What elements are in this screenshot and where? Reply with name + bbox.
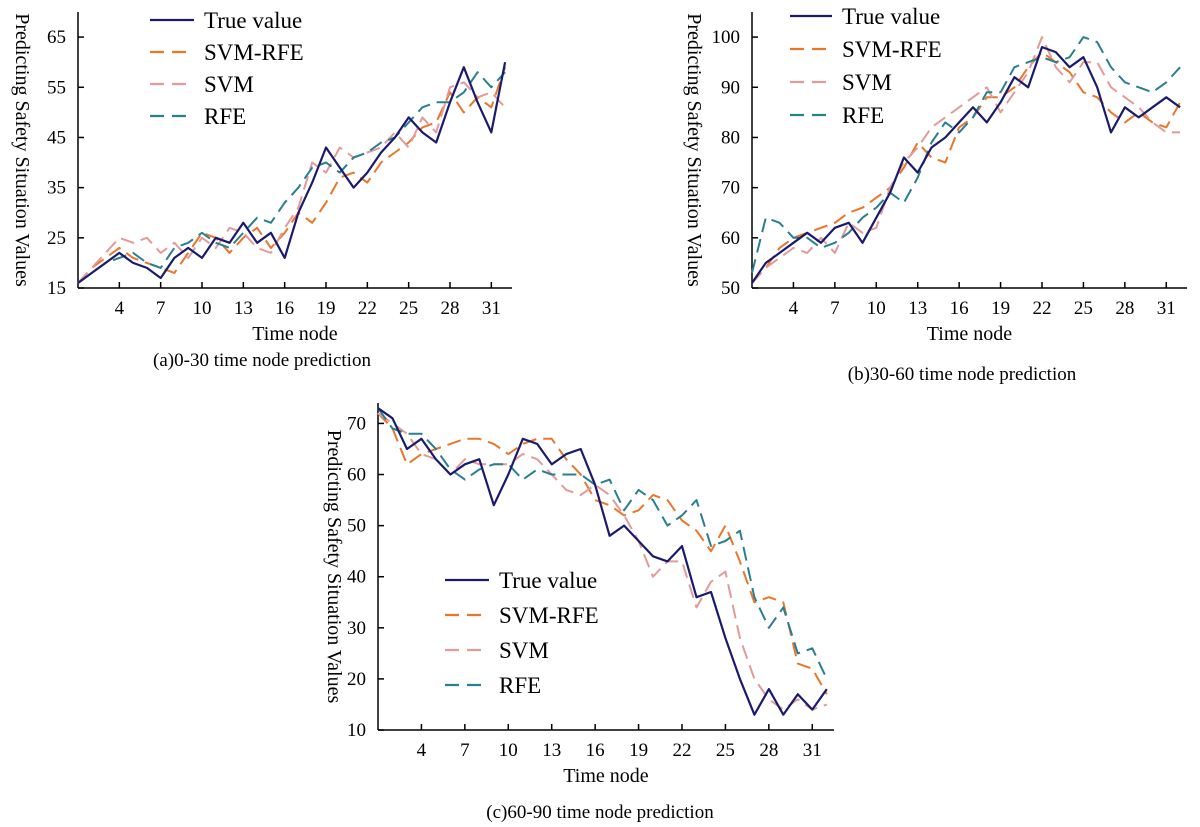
- y-tick-label: 100: [712, 27, 741, 48]
- x-tick-label: 19: [991, 298, 1010, 319]
- x-tick-label: 28: [759, 740, 778, 761]
- series-line-svm: [751, 36, 1181, 284]
- y-tick-label: 40: [347, 567, 366, 588]
- x-tick-label: 7: [156, 298, 166, 319]
- legend-label: SVM-RFE: [204, 40, 304, 65]
- x-tick-label: 16: [950, 298, 969, 319]
- legend-label: SVM: [842, 70, 892, 95]
- y-tick-label: 65: [47, 27, 66, 48]
- y-axis-title: Predicting Safety Situation Values: [323, 430, 345, 704]
- x-tick-label: 31: [482, 298, 501, 319]
- series-line-rfe: [377, 407, 828, 680]
- series-line-svm-rfe: [377, 412, 828, 695]
- legend: True value SVM-RFE SVM RFE: [445, 568, 599, 698]
- chart-caption: (c)60-90 time node prediction: [486, 802, 714, 823]
- x-tick-label: 16: [586, 740, 605, 761]
- series-line-true-value: [377, 407, 828, 716]
- y-tick-label: 50: [721, 278, 740, 299]
- series-line-svm-rfe: [77, 66, 507, 284]
- legend-label: SVM: [499, 638, 549, 663]
- legend-label: RFE: [204, 104, 246, 129]
- y-tick-label: 15: [47, 278, 66, 299]
- x-tick-label: 25: [399, 298, 418, 319]
- x-tick-label: 4: [417, 740, 427, 761]
- x-tick-label: 25: [1074, 298, 1093, 319]
- y-tick-label: 55: [47, 77, 66, 98]
- x-tick-label: 28: [441, 298, 460, 319]
- y-tick-label: 90: [721, 77, 740, 98]
- y-axis-title: Predicting Safety Situation Values: [11, 13, 33, 287]
- x-tick-label: 13: [542, 740, 561, 761]
- x-tick-label: 31: [803, 740, 822, 761]
- series-line-true-value: [751, 45, 1181, 284]
- legend-label: True value: [499, 568, 597, 593]
- x-tick-label: 22: [358, 298, 377, 319]
- y-axis-title: Predicting Safety Situation Values: [683, 13, 705, 287]
- chart-caption: (b)30-60 time node prediction: [848, 364, 1077, 385]
- chart-panel-1: 50 60 70 80 90 100 4 7 10 13 16 19 22 25 28 31 Time node…: [683, 4, 1187, 385]
- y-tick-label: 45: [47, 127, 66, 148]
- x-tick-label: 13: [234, 298, 253, 319]
- x-tick-label: 10: [867, 298, 886, 319]
- legend: True value SVM-RFE SVM RFE: [790, 4, 942, 128]
- y-tick-label: 70: [347, 413, 366, 434]
- legend-label: SVM-RFE: [499, 603, 599, 628]
- y-tick-label: 10: [347, 720, 366, 741]
- x-tick-label: 28: [1115, 298, 1134, 319]
- x-tick-label: 19: [629, 740, 648, 761]
- legend-label: SVM: [204, 72, 254, 97]
- x-axis-title: Time node: [927, 323, 1013, 345]
- series-line-rfe: [77, 71, 506, 284]
- x-tick-label: 10: [193, 298, 212, 319]
- series-line-svm: [377, 412, 828, 711]
- legend-label: SVM-RFE: [842, 37, 942, 62]
- legend: True value SVM-RFE SVM RFE: [150, 8, 304, 129]
- x-tick-label: 22: [673, 740, 692, 761]
- y-tick-label: 60: [347, 465, 366, 486]
- legend-label: RFE: [499, 673, 541, 698]
- y-tick-label: 35: [47, 178, 66, 199]
- x-axis-title: Time node: [563, 765, 649, 787]
- x-tick-label: 7: [460, 740, 470, 761]
- chart-panel-0: 15 25 35 45 55 65 4 7 10 13 16 19 22 25 28 31 Time node P…: [11, 8, 512, 371]
- x-tick-label: 7: [830, 298, 840, 319]
- x-tick-label: 25: [716, 740, 735, 761]
- x-tick-label: 16: [275, 298, 294, 319]
- y-tick-label: 50: [347, 516, 366, 537]
- x-tick-label: 31: [1157, 298, 1176, 319]
- x-axis-title: Time node: [252, 323, 338, 345]
- series-line-true-value: [77, 61, 507, 284]
- legend-label: True value: [204, 8, 302, 33]
- series-line-svm: [77, 81, 506, 284]
- legend-label: True value: [842, 4, 940, 29]
- x-tick-label: 4: [789, 298, 799, 319]
- chart-caption: (a)0-30 time node prediction: [153, 350, 371, 371]
- y-tick-label: 70: [721, 178, 740, 199]
- y-tick-label: 80: [721, 127, 740, 148]
- x-tick-label: 22: [1033, 298, 1052, 319]
- series-line-svm-rfe: [751, 51, 1181, 284]
- x-tick-label: 4: [115, 298, 125, 319]
- y-tick-label: 20: [347, 669, 366, 690]
- series-line-rfe: [751, 36, 1181, 274]
- y-tick-label: 25: [47, 228, 66, 249]
- x-tick-label: 10: [499, 740, 518, 761]
- legend-label: RFE: [842, 103, 884, 128]
- x-tick-label: 13: [908, 298, 927, 319]
- y-tick-label: 30: [347, 618, 366, 639]
- y-tick-label: 60: [721, 228, 740, 249]
- x-tick-label: 19: [317, 298, 336, 319]
- chart-panel-2: 10 20 30 40 50 60 70 4 7 10 13 16 19 22 25 28 31 Time nod…: [323, 403, 834, 823]
